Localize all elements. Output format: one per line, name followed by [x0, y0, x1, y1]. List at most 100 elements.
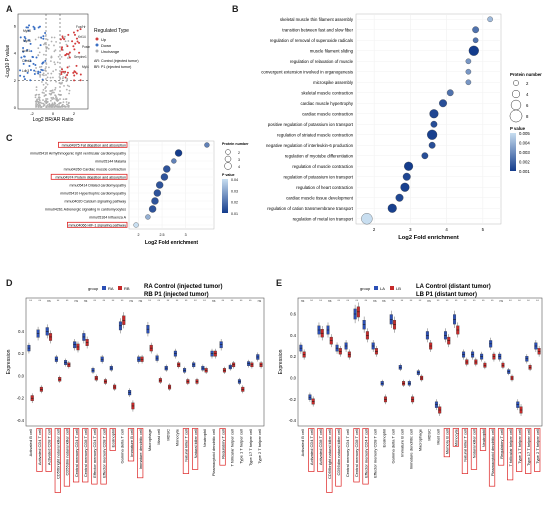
term-label: mmu05144 Malaria	[95, 159, 126, 163]
unchanged-point	[47, 105, 50, 108]
unchanged-point	[35, 86, 38, 88]
unchanged-point	[51, 98, 54, 101]
unchanged-point	[46, 38, 49, 41]
significance-label: **	[240, 299, 243, 303]
cell-type-label: Central memory CD4 T cell	[345, 429, 350, 477]
unchanged-point	[51, 102, 54, 105]
cell-type-label: T follicular helper cell	[508, 429, 513, 467]
highlight-box	[137, 428, 144, 479]
color-legend-label: 0.04	[231, 178, 238, 182]
enrichment-dot	[395, 193, 404, 202]
unchanged-point	[37, 36, 40, 39]
unchanged-point	[64, 35, 66, 38]
significance-label: **	[455, 299, 458, 303]
down-point	[40, 68, 43, 71]
term-label: mmu04261 Adrenergic signaling in cardiom…	[45, 207, 126, 211]
significance-label: **	[310, 299, 313, 303]
cell-type-label: Activated B cell	[300, 429, 305, 456]
down-point	[37, 70, 40, 73]
y-tick-label: 0.4	[290, 333, 296, 338]
y-axis-label: Expression	[278, 349, 284, 374]
highlight-box	[58, 141, 128, 148]
cell-type-label: Plasmacytoid dendritic cell	[490, 429, 495, 476]
significance-label: **	[221, 299, 224, 303]
y-axis-label: -Log10 P value	[5, 45, 11, 79]
cell-type-label: Mast cell	[156, 429, 161, 445]
up-point	[66, 45, 69, 48]
unchanged-point	[38, 66, 41, 68]
cell-type-label: Effector memory CD8 T cell	[101, 429, 106, 478]
x-tick-label: 3	[185, 233, 187, 237]
significance-label: **	[401, 299, 404, 303]
size-legend-circle	[224, 155, 232, 163]
enrichment-dot	[400, 182, 410, 192]
cell-type-label: CD56dim natural killer cell	[336, 429, 341, 476]
unchanged-point	[42, 99, 44, 101]
up-point	[61, 35, 64, 38]
highlight-box	[534, 428, 541, 472]
unchanged-point	[49, 60, 52, 63]
cell-type-label: Eosinophil	[110, 429, 115, 448]
significance-label: **	[112, 299, 115, 303]
highlight-box	[63, 428, 71, 487]
unchanged-point	[44, 87, 47, 90]
up-point	[71, 40, 74, 43]
cell-type-label: Type 17 T helper cell	[248, 429, 253, 466]
term-label: regulation of striated muscle contractio…	[277, 132, 354, 137]
cell-type-label: Plasmacytoid dendritic cell	[211, 429, 216, 476]
cell-type-label: Macrophage	[147, 428, 152, 451]
cell-type-label: Type 17 T helper cell	[526, 429, 531, 466]
down-point	[25, 26, 28, 29]
highlight-box	[353, 428, 360, 483]
unchanged-point	[57, 55, 60, 58]
cell-type-label: Central memory CD4 T cell	[74, 429, 79, 477]
down-point	[33, 69, 36, 72]
unchanged-point	[58, 102, 60, 105]
significance-label: **	[102, 299, 105, 303]
highlight-box	[497, 428, 505, 466]
unchanged-point	[46, 76, 49, 79]
cell-type-label: Type 1 T helper cell	[239, 429, 244, 464]
up-point	[79, 79, 82, 82]
enrichment-dot	[133, 222, 139, 228]
term-label: cardiac muscle tissue development	[286, 195, 354, 200]
significance-label: **	[249, 299, 252, 303]
down-point	[41, 78, 44, 81]
y-tick-label: 0.0	[290, 376, 296, 381]
gene-label: Actc1	[22, 49, 30, 53]
significance-label: ns	[129, 299, 133, 303]
unchanged-point	[65, 80, 68, 83]
unchanged-point	[35, 102, 38, 105]
up-point	[75, 72, 78, 75]
unchanged-point	[59, 82, 62, 85]
highlight-box	[219, 428, 226, 466]
significance-label: **	[319, 299, 322, 303]
unchanged-point	[50, 106, 53, 108]
down-point	[19, 69, 22, 72]
up-point	[64, 76, 67, 79]
panel-letter-c: C	[6, 133, 13, 143]
unchanged-point	[39, 104, 42, 107]
unchanged-point	[58, 72, 61, 75]
y-tick-label: -0.2	[17, 396, 25, 401]
cell-type-label: CD56bright natural killer cell	[56, 429, 61, 479]
term-label: mmu05164 Influenza A	[89, 215, 126, 219]
up-point	[63, 38, 66, 41]
plot-frame	[25, 297, 265, 427]
down-point	[29, 60, 32, 63]
significance-label: ns	[212, 299, 216, 303]
unchanged-point	[66, 105, 68, 108]
go-enrichment-dotplot: 2 3 4 5 skeletal muscle thin filament assemb…	[261, 13, 542, 241]
enrichment-dot	[402, 172, 411, 181]
down-point	[23, 35, 26, 38]
down-point	[26, 71, 29, 74]
up-point	[66, 74, 69, 77]
y-tick-label: 4	[14, 51, 17, 56]
significance-label: **	[473, 299, 476, 303]
unchanged-point	[48, 103, 50, 106]
down-point	[20, 56, 23, 59]
highlight-box	[82, 428, 89, 483]
highlight-box	[308, 428, 315, 472]
unchanged-point	[59, 101, 62, 104]
unchanged-point	[57, 106, 60, 108]
